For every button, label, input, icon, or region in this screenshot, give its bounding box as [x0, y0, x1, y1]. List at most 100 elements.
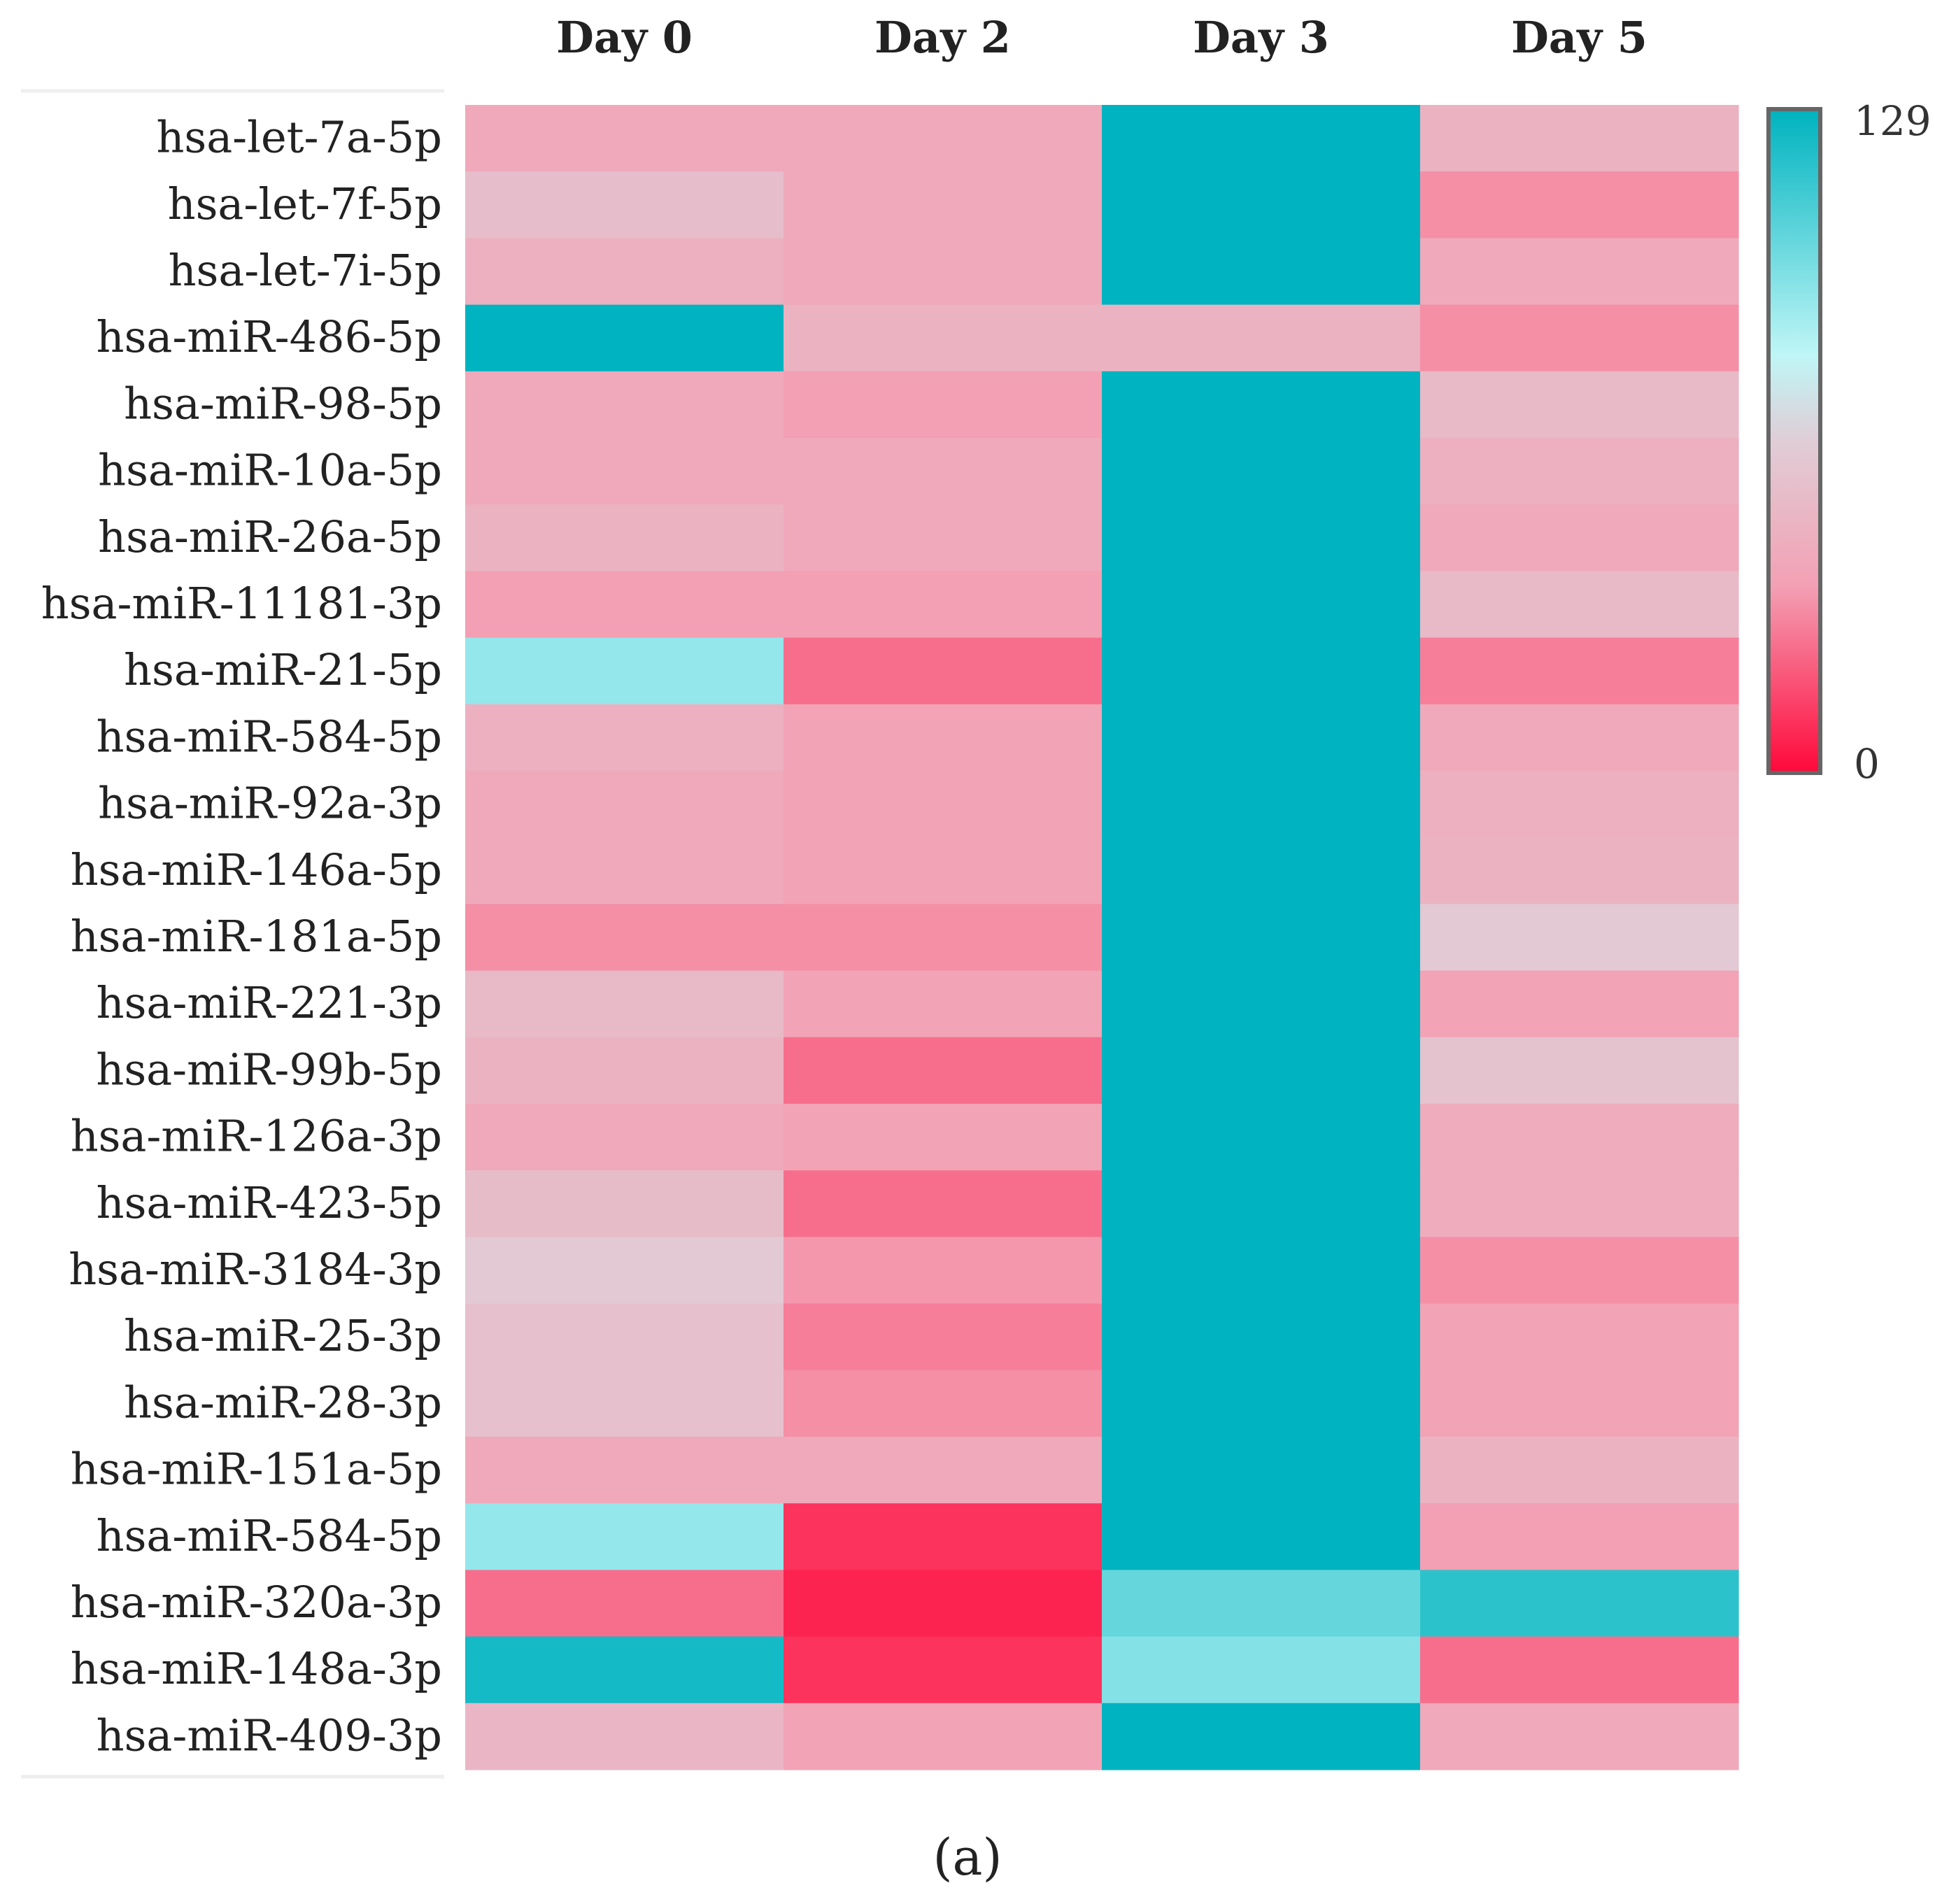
heatmap-cell — [1420, 970, 1739, 1038]
heatmap-cell — [784, 171, 1103, 239]
heatmap-cell — [1420, 105, 1739, 172]
heatmap-cell — [1102, 1370, 1421, 1437]
heatmap-cell — [1102, 238, 1421, 306]
heatmap-cell — [1420, 371, 1739, 439]
heatmap-cell — [1420, 1303, 1739, 1371]
row-label: hsa-miR-26a-5p — [98, 511, 442, 562]
heatmap-cell — [1102, 438, 1421, 505]
heatmap-cell — [1420, 304, 1739, 372]
row-label: hsa-miR-28-3p — [124, 1377, 442, 1428]
heatmap-cell — [465, 1437, 784, 1504]
heatmap-cell — [784, 704, 1103, 772]
row-label: hsa-miR-21-5p — [124, 644, 442, 695]
heatmap-cells — [465, 105, 1739, 1770]
heatmap-cell — [465, 1104, 784, 1171]
heatmap-cell — [784, 637, 1103, 705]
heatmap-cell — [1420, 704, 1739, 772]
colorbar-max-label: 129 — [1854, 97, 1932, 145]
heatmap-cell — [465, 771, 784, 838]
heatmap-cell — [1420, 504, 1739, 571]
column-label: Day 0 — [556, 12, 693, 63]
heatmap-cell — [1420, 1437, 1739, 1504]
row-label: hsa-let-7a-5p — [156, 112, 442, 163]
heatmap-cell — [1102, 1303, 1421, 1371]
heatmap-cell — [1102, 1104, 1421, 1171]
heatmap-cell — [1420, 1370, 1739, 1437]
heatmap-cell — [1420, 438, 1739, 505]
heatmap-cell — [784, 438, 1103, 505]
heatmap-cell — [1420, 837, 1739, 904]
column-labels: Day 0 Day 2 Day 3 Day 5 — [556, 12, 1647, 63]
heatmap-cell — [465, 571, 784, 639]
row-label: hsa-miR-584-5p — [97, 1510, 442, 1561]
heatmap-cell — [1420, 1237, 1739, 1305]
heatmap-cell — [1420, 1503, 1739, 1570]
heatmap-cell — [1102, 304, 1421, 372]
heatmap-cell — [1102, 970, 1421, 1038]
heatmap-cell — [465, 105, 784, 172]
row-label: hsa-miR-221-3p — [97, 977, 442, 1028]
row-label: hsa-miR-98-5p — [124, 378, 442, 429]
row-label: hsa-miR-148a-3p — [71, 1643, 442, 1694]
row-label: hsa-miR-99b-5p — [96, 1044, 442, 1095]
row-label: hsa-miR-409-3p — [97, 1710, 442, 1761]
column-label: Day 2 — [874, 12, 1011, 63]
heatmap-cell — [784, 1703, 1103, 1770]
heatmap-cell — [1420, 1703, 1739, 1770]
heatmap-cell — [1420, 1636, 1739, 1704]
heatmap-cell — [1420, 771, 1739, 838]
row-label: hsa-let-7i-5p — [169, 245, 442, 296]
column-label: Day 3 — [1193, 12, 1329, 63]
row-label: hsa-miR-92a-3p — [98, 778, 442, 829]
heatmap-cell — [784, 238, 1103, 306]
heatmap-cell — [784, 571, 1103, 639]
heatmap-cell — [784, 105, 1103, 172]
row-label: hsa-let-7f-5p — [168, 178, 442, 229]
heatmap-cell — [465, 1503, 784, 1570]
heatmap-cell — [1420, 171, 1739, 239]
heatmap-cell — [1102, 504, 1421, 571]
heatmap-cell — [784, 1370, 1103, 1437]
colorbar: 129 0 — [1766, 97, 1932, 788]
row-label: hsa-miR-320a-3p — [71, 1577, 442, 1628]
row-label: hsa-miR-3184-3p — [69, 1244, 442, 1295]
heatmap-cell — [1420, 637, 1739, 705]
heatmap-cell — [1102, 1503, 1421, 1570]
heatmap-cell — [465, 1370, 784, 1437]
row-label: hsa-miR-584-5p — [97, 711, 442, 762]
row-label: hsa-miR-423-5p — [97, 1177, 442, 1228]
heatmap-cell — [784, 1437, 1103, 1504]
heatmap-cell — [1102, 105, 1421, 172]
heatmap-cell — [465, 1636, 784, 1704]
column-label: Day 5 — [1511, 12, 1647, 63]
heatmap-cell — [1102, 1037, 1421, 1104]
heatmap-cell — [784, 904, 1103, 972]
heatmap-cell — [465, 238, 784, 306]
heatmap-cell — [1420, 1037, 1739, 1104]
heatmap-cell — [784, 1303, 1103, 1371]
heatmap-cell — [1102, 704, 1421, 772]
heatmap-cell — [1420, 904, 1739, 972]
figure-caption: (a) — [933, 1828, 1002, 1887]
heatmap-cell — [784, 1104, 1103, 1171]
heatmap-cell — [1102, 1170, 1421, 1237]
row-label: hsa-miR-181a-5p — [71, 911, 442, 962]
heatmap-cell — [1420, 571, 1739, 639]
row-label: hsa-miR-25-3p — [124, 1310, 442, 1361]
heatmap-cell — [784, 1037, 1103, 1104]
row-labels: hsa-let-7a-5p hsa-let-7f-5p hsa-let-7i-5p h… — [41, 112, 442, 1761]
heatmap-cell — [465, 1703, 784, 1770]
heatmap-cell — [784, 1503, 1103, 1570]
heatmap-cell — [1102, 771, 1421, 838]
row-label: hsa-miR-11181-3p — [41, 578, 442, 629]
heatmap-cell — [1102, 1703, 1421, 1770]
heatmap-cell — [465, 1570, 784, 1637]
heatmap-cell — [1102, 1636, 1421, 1704]
heatmap-cell — [784, 371, 1103, 439]
heatmap-cell — [784, 1570, 1103, 1637]
heatmap-cell — [1102, 904, 1421, 972]
heatmap-cell — [1420, 1104, 1739, 1171]
heatmap-cell — [784, 1170, 1103, 1237]
heatmap-cell — [465, 304, 784, 372]
colorbar-min-label: 0 — [1854, 740, 1880, 788]
